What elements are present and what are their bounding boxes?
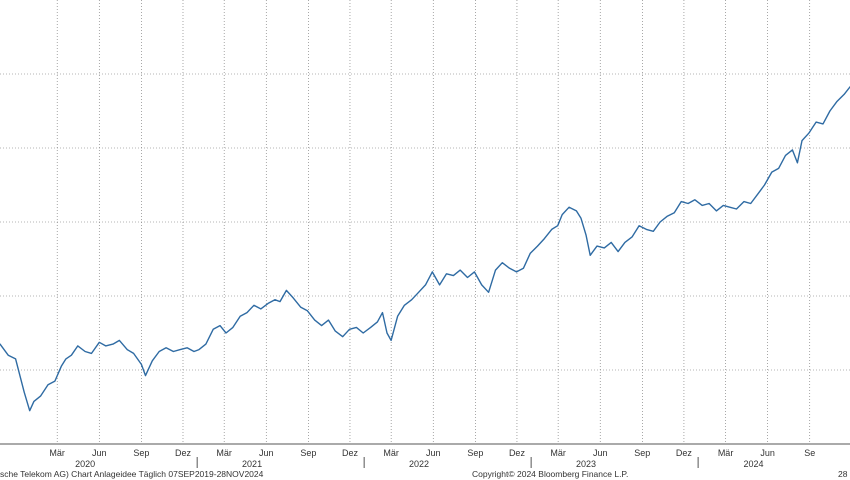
month-tick-label: Jun bbox=[426, 448, 441, 458]
year-label: 2024 bbox=[743, 459, 763, 469]
month-tick-label: Mär bbox=[718, 448, 734, 458]
month-tick-label: Mär bbox=[383, 448, 399, 458]
year-label: 2022 bbox=[409, 459, 429, 469]
month-tick-label: Dez bbox=[509, 448, 526, 458]
month-tick-label: Sep bbox=[300, 448, 316, 458]
footer-left-text: sche Telekom AG) Chart Anlageidee Täglic… bbox=[0, 469, 264, 479]
gridlines bbox=[0, 0, 850, 444]
price-series bbox=[0, 86, 850, 412]
month-tick-label: Sep bbox=[467, 448, 483, 458]
year-label: 2021 bbox=[242, 459, 262, 469]
year-label: 2020 bbox=[75, 459, 95, 469]
footer-copyright-text: Copyright© 2024 Bloomberg Finance L.P. bbox=[472, 469, 628, 479]
month-tick-label: Dez bbox=[175, 448, 192, 458]
month-tick-label: Sep bbox=[634, 448, 650, 458]
series-line bbox=[0, 86, 850, 412]
month-tick-label: Jun bbox=[593, 448, 608, 458]
footer-right-text: 28 bbox=[838, 469, 848, 479]
month-tick-label: Mär bbox=[49, 448, 65, 458]
month-tick-label: Se bbox=[804, 448, 815, 458]
month-tick-label: Jun bbox=[92, 448, 107, 458]
year-label: 2023 bbox=[576, 459, 596, 469]
month-tick-label: Dez bbox=[342, 448, 359, 458]
month-tick-label: Sep bbox=[133, 448, 149, 458]
month-tick-label: Dez bbox=[676, 448, 693, 458]
month-tick-label: Jun bbox=[259, 448, 274, 458]
x-axis: Mär Jun Sep Dez Mär Jun Sep Dez Mär Jun Sep Dez Mär J… bbox=[49, 448, 815, 469]
month-tick-label: Jun bbox=[760, 448, 775, 458]
month-tick-label: Mär bbox=[550, 448, 566, 458]
month-tick-label: Mär bbox=[216, 448, 232, 458]
